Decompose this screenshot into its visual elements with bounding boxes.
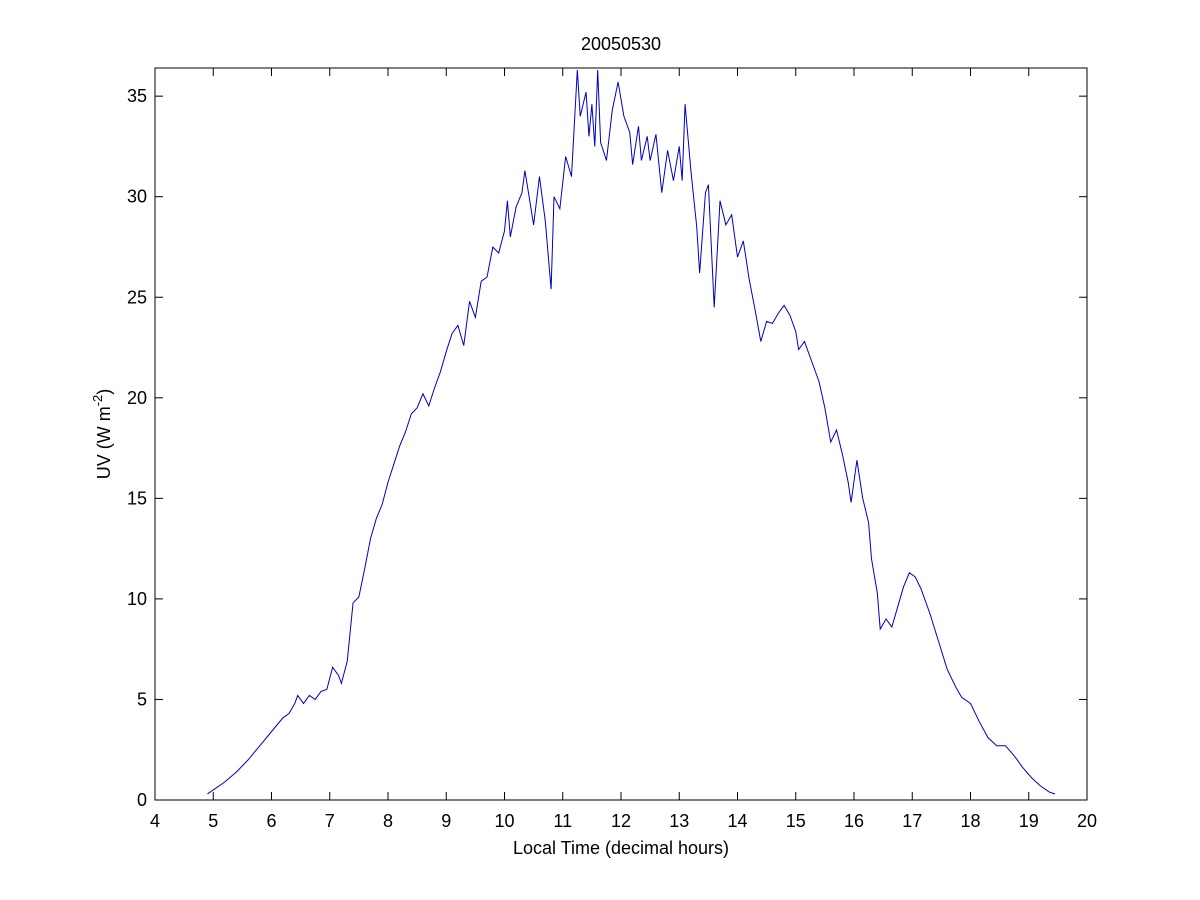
y-tick-label: 20 (127, 388, 147, 408)
plot-frame (154, 67, 1088, 801)
x-axis-label: Local Time (decimal hours) (513, 838, 729, 858)
x-tick-label: 5 (208, 811, 218, 831)
x-tick-label: 4 (150, 811, 160, 831)
x-tick-label: 7 (325, 811, 335, 831)
x-tick-label: 13 (669, 811, 689, 831)
x-tick-label: 8 (383, 811, 393, 831)
y-axis-label: UV (W m-2) (90, 389, 114, 480)
uv-line (207, 69, 1056, 795)
chart-title: 20050530 (581, 34, 661, 54)
x-tick-label: 17 (902, 811, 922, 831)
x-tick-label: 10 (494, 811, 514, 831)
x-tick-label: 20 (1077, 811, 1097, 831)
x-tick-label: 12 (611, 811, 631, 831)
x-tick-label: 14 (727, 811, 747, 831)
y-label-suffix: ) (94, 389, 114, 395)
x-tick-label: 16 (844, 811, 864, 831)
y-label-sup: -2 (90, 395, 105, 407)
y-tick-label: 15 (127, 488, 147, 508)
y-tick-label: 0 (137, 790, 147, 810)
y-tick-label: 35 (127, 86, 147, 106)
y-tick-label: 10 (127, 589, 147, 609)
y-tick-label: 30 (127, 187, 147, 207)
x-tick-label: 19 (1019, 811, 1039, 831)
x-tick-label: 6 (266, 811, 276, 831)
y-label-text: UV (W m (94, 406, 114, 479)
x-tick-label: 9 (441, 811, 451, 831)
y-tick-label: 5 (137, 689, 147, 709)
x-tick-label: 11 (553, 811, 572, 831)
x-tick-label: 15 (786, 811, 806, 831)
y-tick-label: 25 (127, 287, 147, 307)
x-tick-label: 18 (960, 811, 980, 831)
